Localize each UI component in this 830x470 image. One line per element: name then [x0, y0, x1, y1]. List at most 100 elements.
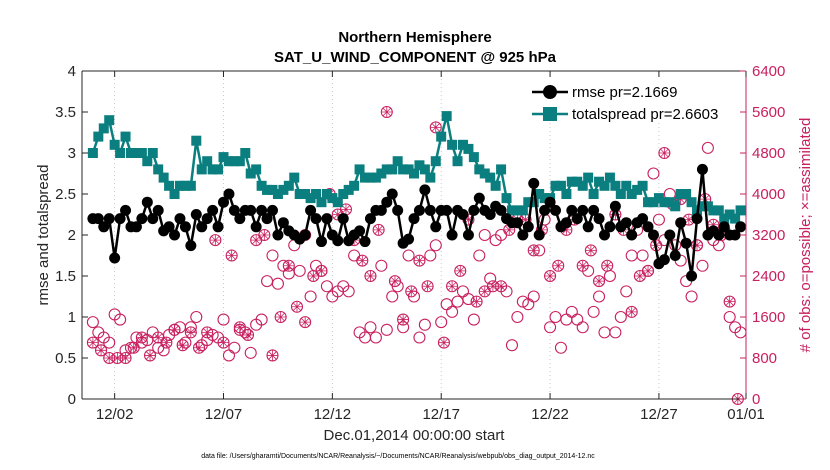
totalspread-point: [267, 184, 278, 195]
totalspread-point: [398, 164, 409, 175]
x-axis-label: Dec.01,2014 00:00:00 start: [324, 427, 506, 444]
obs-assimilated-point: [86, 336, 99, 349]
obs-assimilated-point: [258, 228, 271, 242]
totalspread-point: [735, 205, 746, 216]
y-left-tick-label: 3: [68, 145, 76, 162]
totalspread-point: [245, 168, 256, 179]
totalspread-point: [610, 180, 621, 191]
rmse-point: [152, 204, 164, 216]
obs-possible-point: [217, 313, 230, 326]
obs-assimilated-circle: [274, 310, 287, 324]
y-right-tick-label: 5600: [752, 104, 785, 121]
obs-assimilated-cross: [643, 265, 654, 276]
totalspread-point: [196, 164, 207, 175]
rmse-point: [261, 213, 273, 225]
obs-possible-circle: [554, 341, 568, 354]
obs-possible-point: [320, 280, 333, 293]
obs-assimilated-circle: [397, 313, 410, 326]
y-left-tick-label: 0: [68, 391, 76, 408]
rmse-point: [588, 204, 600, 216]
obs-assimilated-cross: [120, 353, 131, 363]
obs-possible-point: [467, 313, 480, 326]
obs-assimilated-point: [397, 313, 410, 326]
totalspread-point: [180, 180, 191, 191]
obs-assimilated-point: [413, 254, 426, 267]
rmse-point: [250, 221, 262, 233]
obs-assimilated-cross: [177, 340, 188, 351]
obs-possible-point: [244, 346, 257, 359]
totalspread-point: [599, 180, 610, 191]
rmse-point: [386, 188, 398, 200]
totalspread-point: [604, 172, 615, 183]
legend-rmse-label: rmse pr=2.1669: [572, 84, 677, 101]
obs-assimilated-point: [184, 326, 197, 339]
totalspread-point: [147, 148, 158, 158]
y-right-tick-label: 6400: [752, 63, 785, 80]
obs-assimilated-circle: [168, 323, 181, 336]
obs-assimilated-point: [274, 310, 287, 324]
rmse-point: [305, 204, 317, 216]
totalspread-point: [223, 156, 234, 167]
rmse-point: [299, 229, 311, 241]
obs-assimilated-cross: [153, 332, 164, 343]
obs-possible-point: [375, 259, 388, 272]
rmse-point: [675, 217, 687, 229]
rmse-point: [511, 217, 523, 229]
obs-possible-circle: [266, 249, 279, 262]
obs-possible-point: [418, 318, 431, 331]
obs-assimilated-circle: [421, 280, 434, 293]
obs-possible-circle: [429, 239, 442, 252]
totalspread-point: [109, 139, 120, 150]
rmse-point: [403, 233, 415, 245]
rmse-point: [419, 184, 431, 196]
obs-possible-point: [293, 264, 306, 277]
footnote-data-file: data file: /Users/gharamti/Documents/NCA…: [201, 453, 595, 460]
obs-assimilated-circle: [658, 146, 671, 160]
totalspread-point: [523, 197, 534, 208]
totalspread-point: [577, 180, 588, 191]
totalspread-point: [98, 123, 109, 134]
obs-possible-point: [271, 277, 284, 290]
rmse-point: [190, 209, 202, 220]
obs-assimilated-cross: [487, 281, 498, 292]
obs-possible-circle: [418, 318, 431, 331]
rmse-point: [658, 254, 670, 266]
obs-assimilated-cross: [496, 281, 507, 292]
totalspread-point: [311, 189, 322, 199]
totalspread-point: [561, 189, 572, 199]
rmse-point: [103, 213, 115, 225]
obs-assimilated-point: [641, 264, 655, 277]
totalspread-point: [550, 180, 561, 191]
obs-assimilated-cross: [430, 122, 441, 133]
obs-assimilated-circle: [437, 336, 450, 349]
y-left-tick-label: 2.5: [55, 186, 76, 203]
obs-possible-point: [576, 321, 589, 334]
totalspread-point: [229, 156, 240, 167]
obs-possible-circle: [527, 290, 540, 303]
obs-assimilated-circle: [209, 234, 222, 247]
legend-box: [524, 77, 736, 123]
rmse-point: [713, 229, 725, 241]
totalspread-point: [332, 197, 343, 208]
obs-assimilated-point: [266, 349, 279, 362]
totalspread-point: [354, 164, 365, 175]
obs-assimilated-cross: [373, 224, 384, 235]
rmse-point: [337, 213, 349, 225]
totalspread-point: [512, 205, 523, 216]
totalspread-point: [272, 189, 283, 199]
obs-possible-circle: [293, 264, 306, 277]
rmse-point: [234, 213, 246, 225]
rmse-point: [647, 229, 659, 241]
totalspread-point: [441, 111, 452, 122]
obs-possible-circle: [86, 316, 99, 329]
obs-possible-circle: [511, 310, 524, 324]
obs-assimilated-circle: [290, 300, 304, 313]
rmse-point: [626, 229, 638, 241]
totalspread-point: [419, 164, 430, 175]
obs-assimilated-cross: [169, 324, 180, 335]
obs-possible-circle: [592, 290, 606, 303]
obs-assimilated-cross: [316, 265, 327, 276]
obs-assimilated-point: [495, 280, 508, 293]
rmse-point: [566, 204, 578, 216]
